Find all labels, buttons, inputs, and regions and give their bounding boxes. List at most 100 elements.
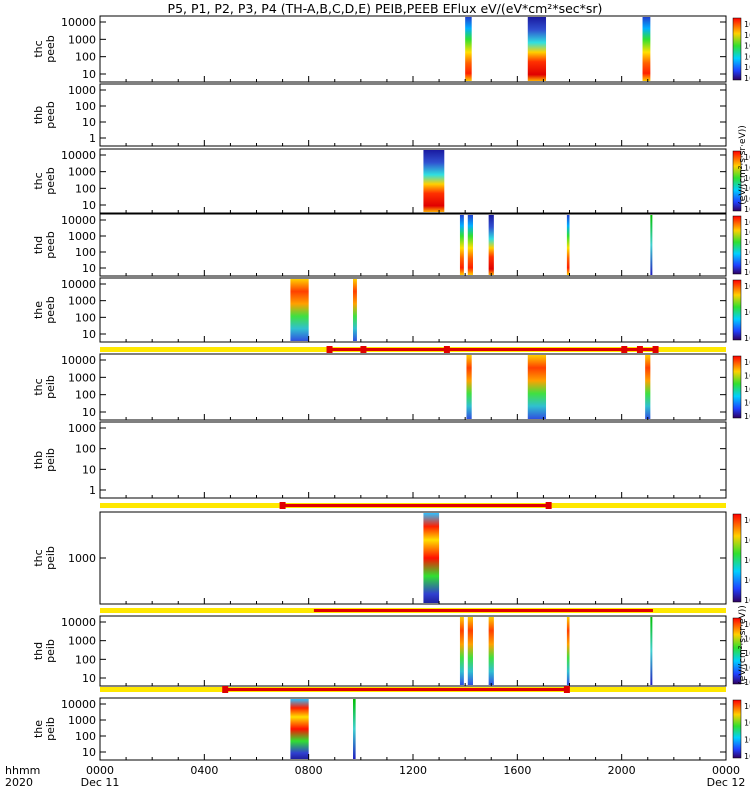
y-tick-label: 10000 bbox=[61, 214, 96, 227]
mode-bar-segment bbox=[313, 609, 653, 612]
panel-label: thbpeeb bbox=[32, 101, 57, 129]
colorbar-tick-label: 10³ bbox=[744, 268, 750, 277]
colorbar-tick-label: 10⁵ bbox=[744, 649, 750, 658]
colorbar-tick-label: 10⁴ bbox=[744, 735, 750, 744]
spectrogram-block bbox=[459, 215, 464, 275]
panel-frame bbox=[99, 511, 727, 605]
spectrogram-block bbox=[488, 215, 494, 275]
mode-bar-marker bbox=[563, 686, 570, 693]
colorbar bbox=[732, 150, 742, 212]
y-tick-label: 10000 bbox=[61, 16, 96, 29]
panel-label-line: peib bbox=[44, 717, 57, 741]
y-tick-label: 1000 bbox=[68, 371, 96, 384]
y-tick-label: 1000 bbox=[68, 714, 96, 727]
panel-label-line: peeb bbox=[44, 35, 57, 63]
y-tick-label: 1 bbox=[89, 132, 96, 145]
colorbar bbox=[732, 617, 742, 685]
colorbar-tick-label: 10⁶ bbox=[744, 174, 750, 183]
y-tick-label: 100 bbox=[75, 51, 96, 64]
panel-label-line: thd bbox=[32, 642, 45, 660]
y-tick-label: 100 bbox=[75, 246, 96, 259]
colorbar-tick-label: 10⁷ bbox=[744, 282, 750, 291]
colorbar-tick-label: 10⁷ bbox=[744, 516, 750, 525]
y-tick-label: 10000 bbox=[61, 149, 96, 162]
y-tick-label: 10 bbox=[82, 746, 96, 759]
colorbar bbox=[732, 215, 742, 275]
colorbar-tick-label: 10³ bbox=[744, 412, 750, 421]
colorbar-tick-label: 10⁷ bbox=[744, 163, 750, 172]
colorbar-tick-label: 10⁶ bbox=[744, 42, 750, 51]
colorbar-tick-label: 10⁵ bbox=[744, 719, 750, 728]
y-tick-label: 100 bbox=[75, 311, 96, 324]
panel-frame bbox=[99, 213, 727, 277]
panel-label: thbpeib bbox=[32, 448, 57, 472]
y-tick-label: 10000 bbox=[61, 616, 96, 629]
x-date-label: Dec 11 bbox=[81, 776, 120, 789]
y-tick-label: 1000 bbox=[68, 552, 96, 565]
colorbar-tick-label: 10⁷ bbox=[744, 31, 750, 40]
y-tick-label: 100 bbox=[75, 653, 96, 666]
spectrogram-block bbox=[527, 17, 547, 81]
panel-label-line: peib bbox=[44, 639, 57, 663]
spectrogram-block bbox=[645, 355, 651, 419]
mode-bar-marker bbox=[545, 502, 552, 509]
y-tick-label: 10 bbox=[82, 406, 96, 419]
panel-label-line: thb bbox=[32, 451, 45, 469]
spectrogram-block bbox=[465, 17, 472, 81]
colorbar bbox=[732, 513, 742, 603]
spectrogram-block bbox=[650, 215, 653, 275]
panel-label: thepeeb bbox=[32, 296, 57, 324]
x-tick-label: 0400 bbox=[190, 764, 218, 777]
panel-label-line: thc bbox=[32, 378, 45, 395]
panel-label-line: peib bbox=[44, 375, 57, 399]
colorbar bbox=[732, 17, 742, 81]
y-tick-label: 10 bbox=[82, 68, 96, 81]
mode-bar-marker bbox=[636, 346, 643, 353]
spectrogram-block bbox=[353, 699, 356, 759]
colorbar-unit-label: (eV/(cm²·s·sr·eV)) bbox=[738, 605, 748, 684]
x-tick-label: 1200 bbox=[399, 764, 427, 777]
colorbar-tick-label: 10⁷ bbox=[744, 620, 750, 629]
spectrogram-block bbox=[566, 617, 570, 685]
mode-bar-segment bbox=[329, 348, 656, 351]
colorbar-tick-label: 10⁸ bbox=[744, 218, 750, 227]
colorbar-tick-label: 10⁷ bbox=[744, 228, 750, 237]
panel-label: thcpeeb bbox=[32, 35, 57, 63]
colorbar-tick-label: 10⁵ bbox=[744, 556, 750, 565]
colorbar-tick-label: 10⁵ bbox=[744, 184, 750, 193]
colorbar-tick-label: 10⁵ bbox=[744, 248, 750, 257]
colorbar-tick-label: 10⁸ bbox=[744, 20, 750, 29]
panel-label: thcpeib bbox=[32, 375, 57, 399]
y-tick-label: 10 bbox=[82, 262, 96, 275]
x-date-label: Dec 12 bbox=[707, 776, 746, 789]
panel-label-line: thb bbox=[32, 106, 45, 124]
panel-label-line: thc bbox=[32, 172, 45, 189]
mode-bar-marker bbox=[652, 346, 659, 353]
x-tick-label: 1600 bbox=[503, 764, 531, 777]
mode-bar-marker bbox=[279, 502, 286, 509]
y-tick-label: 10000 bbox=[61, 698, 96, 711]
y-tick-label: 1000 bbox=[68, 295, 96, 308]
y-tick-label: 1000 bbox=[68, 230, 96, 243]
spectrogram-block bbox=[466, 355, 472, 419]
panel-frame bbox=[99, 15, 727, 83]
panel-frame bbox=[99, 615, 727, 687]
spectrogram-block bbox=[423, 513, 440, 603]
spectrogram-block bbox=[423, 150, 445, 212]
x-tick-label: 0000 bbox=[86, 764, 114, 777]
spectrogram-block bbox=[467, 215, 473, 275]
y-tick-label: 100 bbox=[75, 100, 96, 113]
panel-label-line: the bbox=[32, 720, 45, 738]
panel-label-line: peeb bbox=[44, 101, 57, 129]
colorbar-tick-label: 10³ bbox=[744, 752, 750, 761]
y-tick-label: 10000 bbox=[61, 354, 96, 367]
x-tick-label: 0800 bbox=[295, 764, 323, 777]
y-tick-label: 10 bbox=[82, 672, 96, 685]
y-tick-label: 1000 bbox=[68, 635, 96, 648]
colorbar-tick-label: 10⁴ bbox=[744, 664, 750, 673]
colorbar-tick-label: 10⁴ bbox=[744, 399, 750, 408]
spectrogram-block bbox=[642, 17, 651, 81]
panel-label-line: peeb bbox=[44, 167, 57, 195]
colorbar-tick-label: 10⁴ bbox=[744, 195, 750, 204]
x-axis-year: 2020 bbox=[5, 776, 33, 789]
